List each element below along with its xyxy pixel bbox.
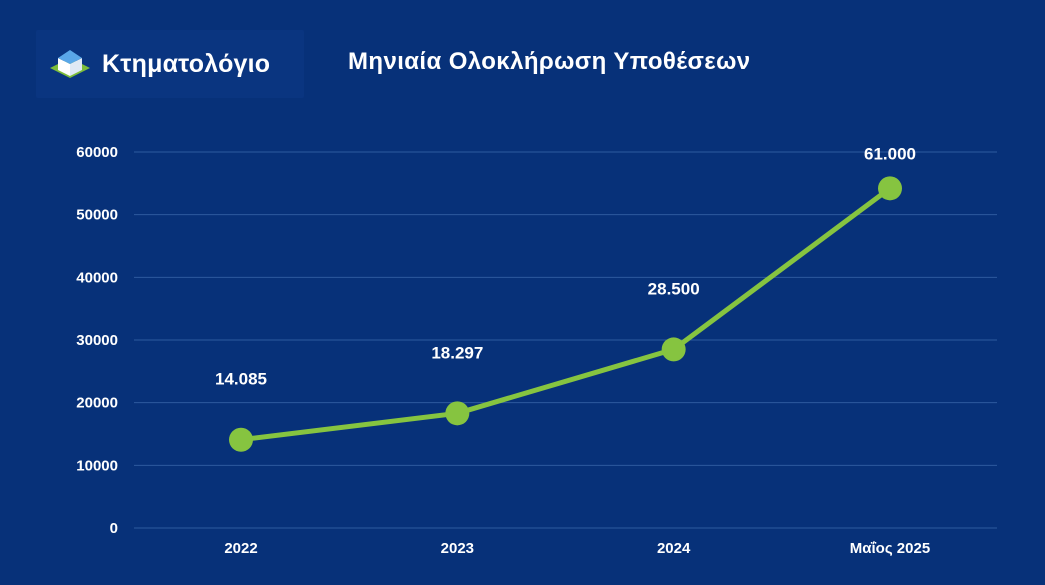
data-points: [229, 176, 902, 452]
data-point: [229, 427, 253, 452]
data-point: [878, 176, 902, 201]
y-tick-label: 30000: [76, 332, 118, 349]
y-tick-label: 40000: [76, 269, 118, 286]
y-tick-label: 20000: [76, 395, 118, 412]
logo-panel: Κτηματολόγιο: [36, 30, 304, 98]
data-label: 18.297: [431, 343, 483, 362]
data-label: 61.000: [864, 144, 916, 163]
data-point: [661, 337, 686, 362]
series-line: [238, 185, 893, 443]
x-tick-label: 2022: [224, 540, 257, 557]
y-tick-label: 10000: [76, 457, 118, 474]
x-tick-label: 2023: [441, 540, 474, 557]
chart-title: Μηνιαία Ολοκλήρωση Υποθέσεων: [348, 48, 751, 75]
x-tick-label: 2024: [657, 540, 691, 557]
brand-name: Κτηματολόγιο: [102, 50, 271, 78]
series-line-layer: [238, 185, 893, 443]
y-tick-label: 0: [110, 520, 118, 537]
data-point: [445, 401, 470, 426]
data-labels: 14.085 18.297 28.500 61.000: [215, 144, 916, 388]
data-label: 28.500: [648, 279, 700, 298]
data-label: 14.085: [215, 370, 267, 389]
y-tick-label: 60000: [76, 144, 118, 161]
x-tick-label: Μαΐος 2025: [850, 540, 930, 557]
x-axis-ticks: 2022 2023 2024 Μαΐος 2025: [224, 540, 930, 557]
y-tick-label: 50000: [76, 207, 118, 224]
grid-lines: [134, 151, 997, 529]
y-axis-ticks: 0 10000 20000 30000 40000 50000 60000: [76, 144, 118, 537]
cadastre-cube-logo-icon: [50, 50, 90, 78]
